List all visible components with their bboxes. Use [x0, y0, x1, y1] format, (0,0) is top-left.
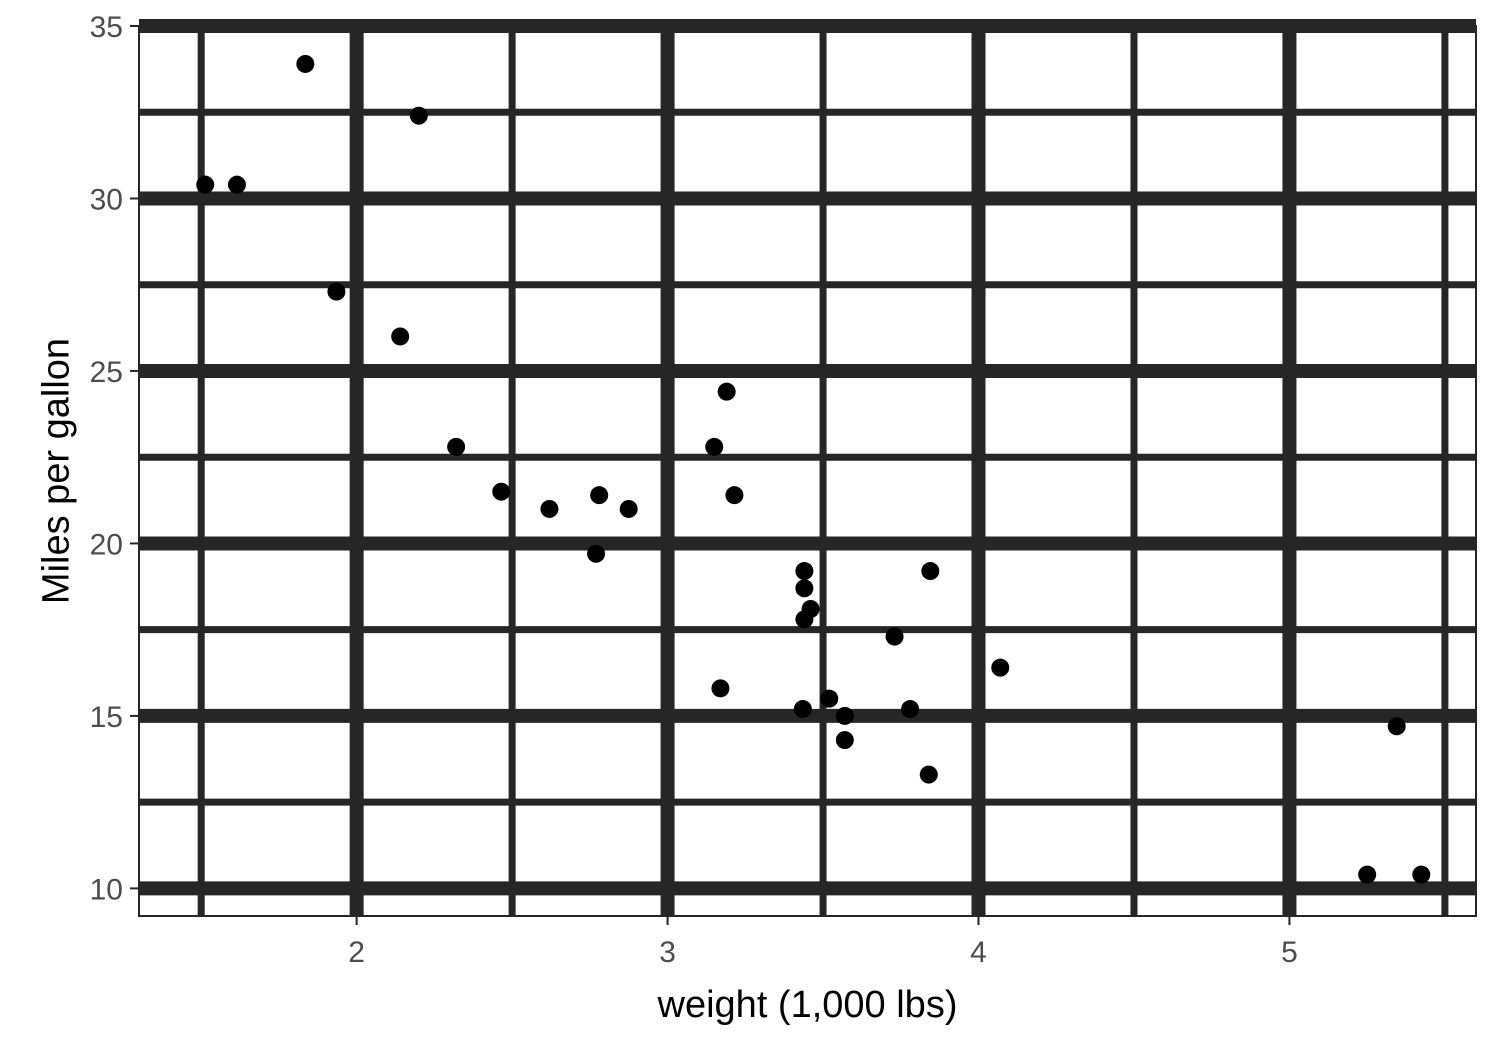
y-tick-label: 20 [90, 528, 123, 561]
data-point [327, 282, 346, 301]
data-point [1387, 717, 1406, 736]
data-point [725, 486, 744, 505]
data-point [717, 382, 736, 401]
data-point [919, 765, 938, 784]
data-point [820, 689, 839, 708]
data-points [196, 54, 1431, 884]
data-point [705, 437, 724, 456]
data-point [795, 610, 814, 629]
x-axis-tick-labels: 2 3 4 5 [348, 936, 1297, 969]
x-axis-title: weight (1,000 lbs) [657, 984, 958, 1026]
data-point [835, 706, 854, 725]
data-point [921, 562, 940, 581]
data-point [711, 679, 730, 698]
data-point [1358, 865, 1377, 884]
y-tick-label: 25 [90, 356, 123, 389]
data-point [540, 499, 559, 518]
x-tick-label: 5 [1281, 936, 1298, 969]
data-point [492, 482, 511, 501]
data-point [795, 579, 814, 598]
x-tick-label: 2 [348, 936, 365, 969]
y-axis-title: Miles per gallon [35, 338, 77, 604]
y-axis-tick-labels: 10 15 20 25 30 35 [90, 11, 123, 906]
data-point [227, 175, 246, 194]
data-point [587, 544, 606, 563]
y-tick-label: 15 [90, 701, 123, 734]
data-point [619, 499, 638, 518]
major-gridlines [139, 19, 1476, 916]
y-tick-label: 30 [90, 183, 123, 216]
data-point [391, 327, 410, 346]
x-tick-label: 4 [970, 936, 987, 969]
data-point [409, 106, 428, 125]
data-point [296, 54, 315, 73]
axis-ticks [130, 25, 1291, 925]
data-point [793, 700, 812, 719]
data-point [1412, 865, 1431, 884]
data-point [885, 627, 904, 646]
data-point [590, 486, 609, 505]
panel-border [138, 25, 1477, 917]
data-point [901, 700, 920, 719]
data-point [196, 175, 215, 194]
minor-gridlines [139, 26, 1476, 916]
y-tick-label: 10 [90, 873, 123, 906]
data-point [991, 658, 1010, 677]
data-point [795, 562, 814, 581]
y-tick-label: 35 [90, 11, 123, 44]
data-point [447, 437, 466, 456]
x-tick-label: 3 [659, 936, 676, 969]
data-point [835, 731, 854, 750]
